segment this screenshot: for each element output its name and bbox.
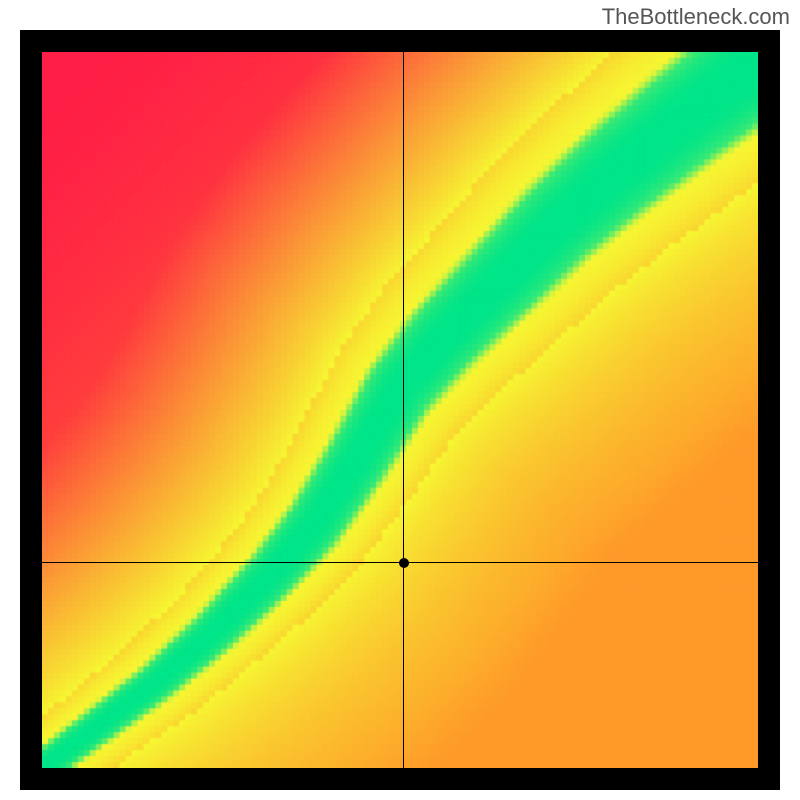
crosshair-vertical (403, 52, 404, 768)
frame-right (758, 30, 780, 790)
frame-bottom (20, 768, 780, 790)
watermark-text: TheBottleneck.com (602, 4, 790, 30)
frame-top (20, 30, 780, 52)
frame-left (20, 30, 42, 790)
crosshair-marker (399, 558, 409, 568)
chart-container: TheBottleneck.com (0, 0, 800, 800)
bottleneck-heatmap (42, 52, 758, 768)
